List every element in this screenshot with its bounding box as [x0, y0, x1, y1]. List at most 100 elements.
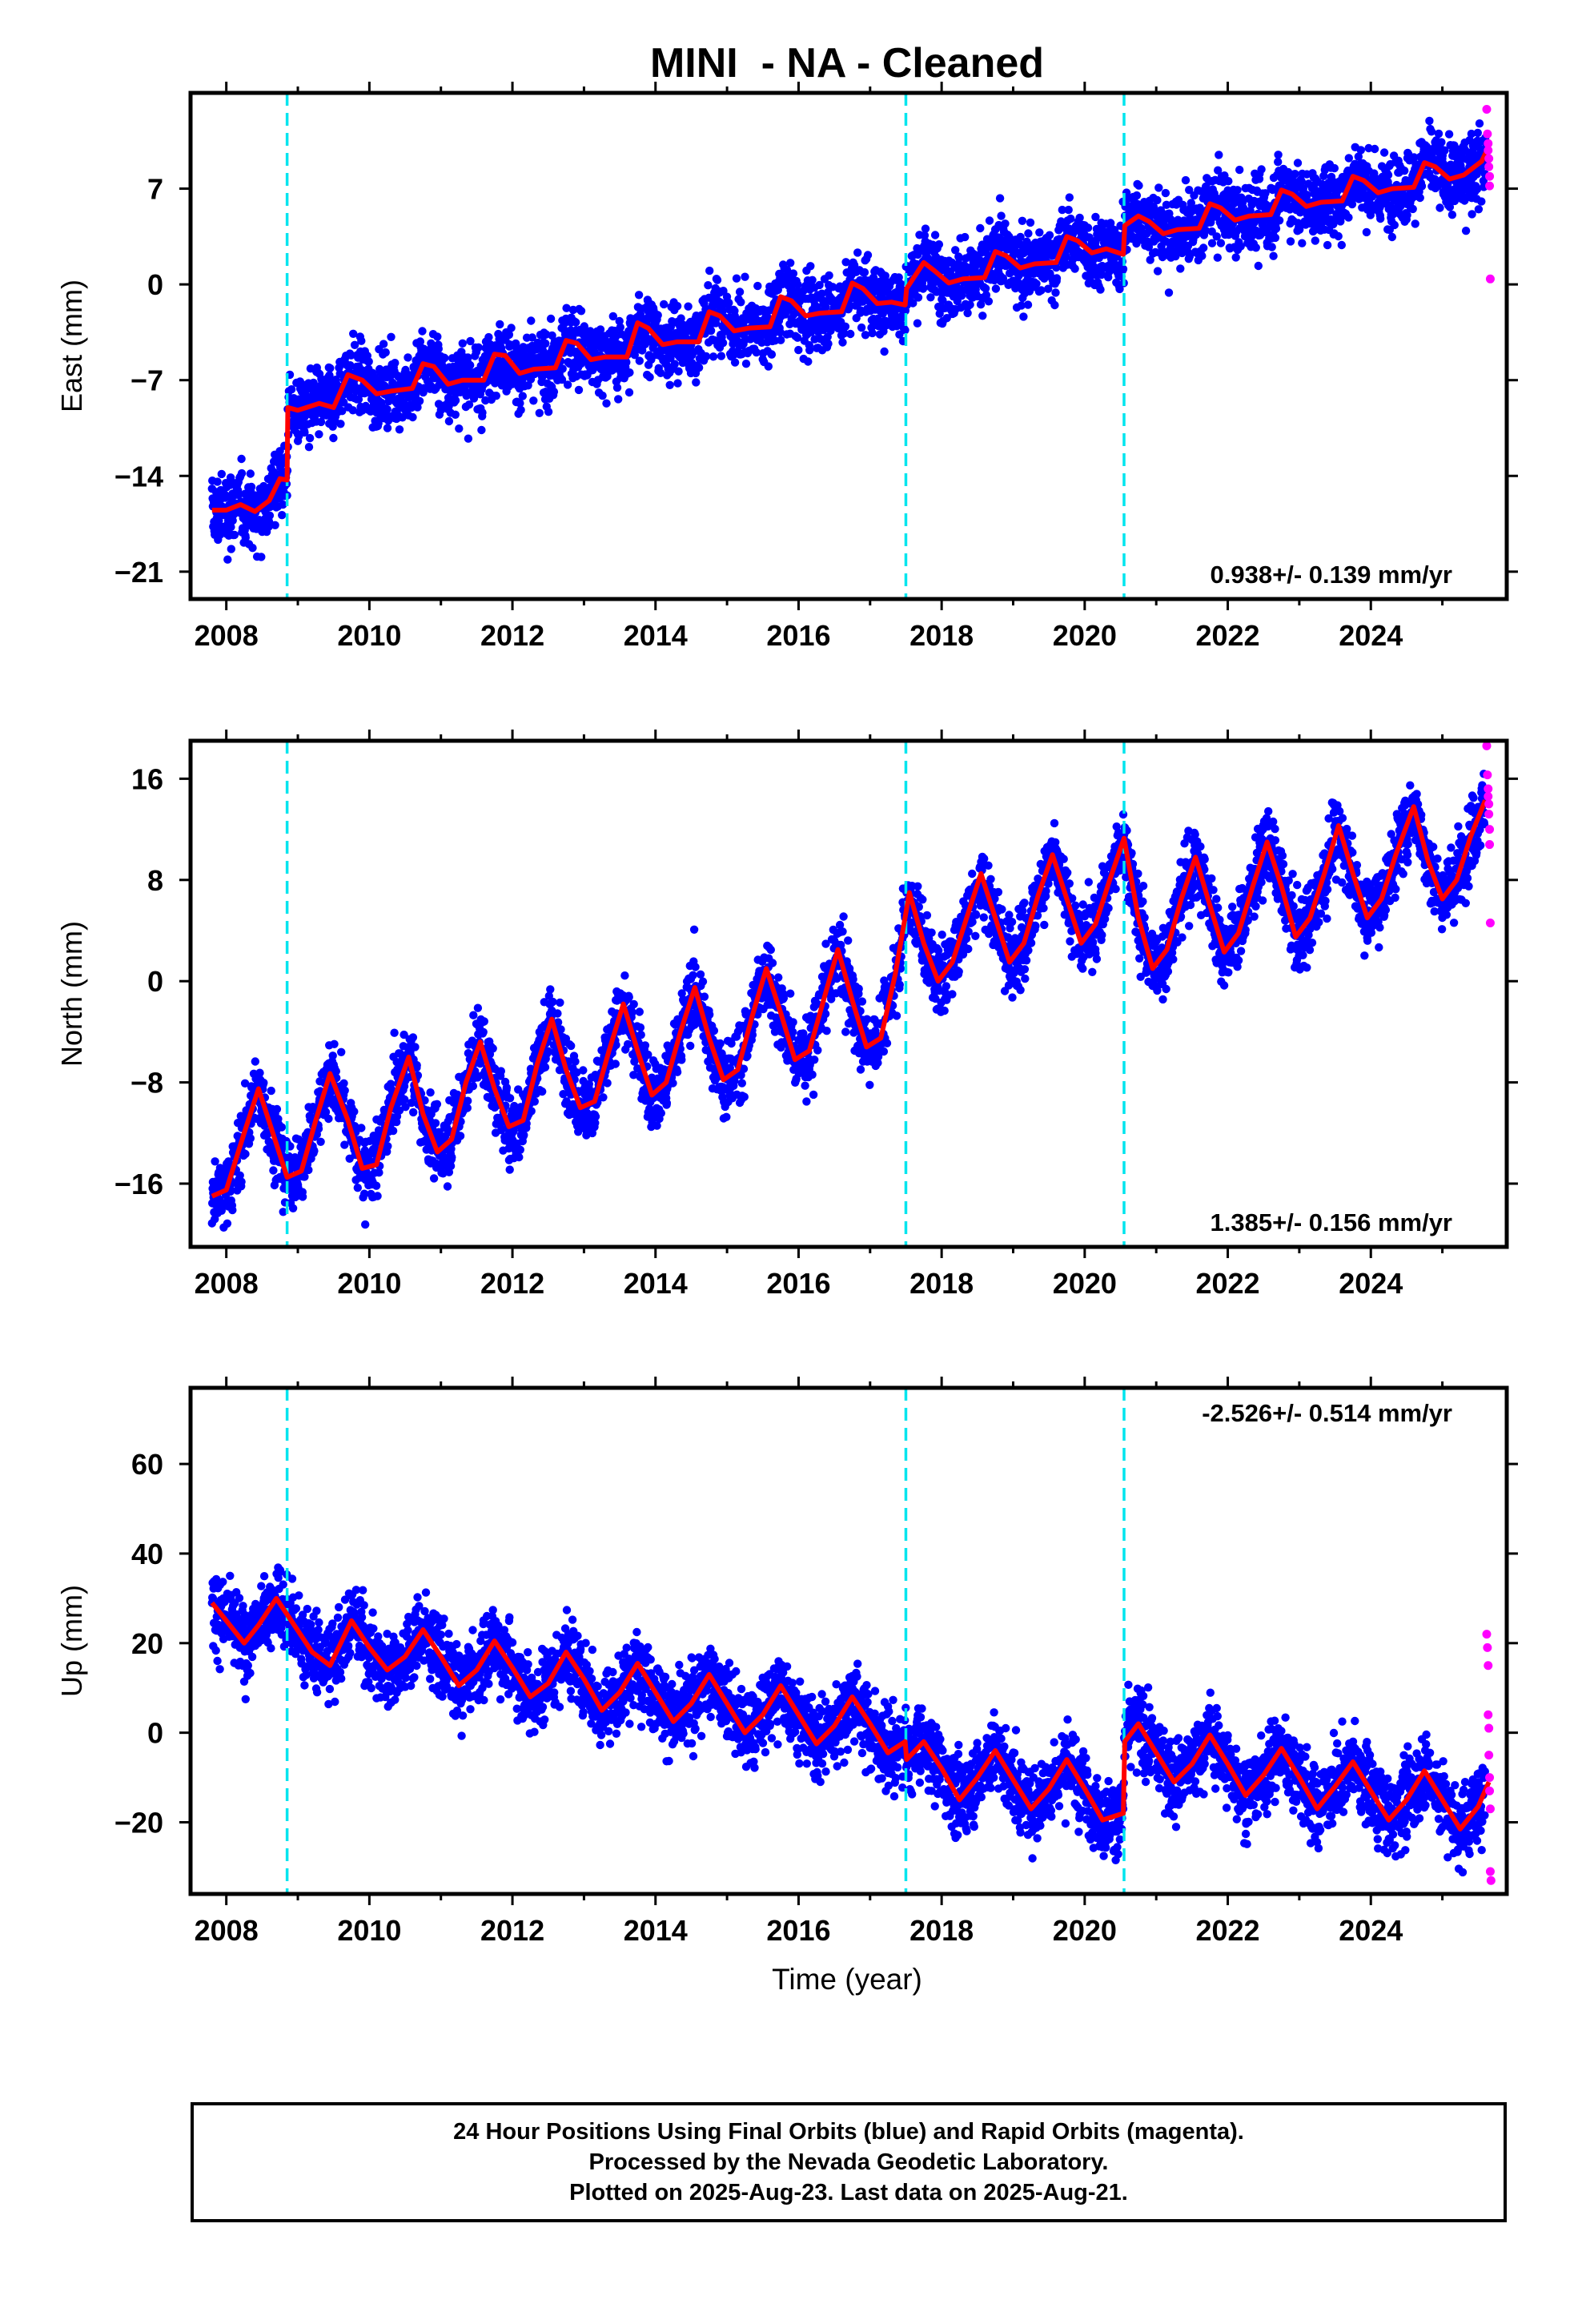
east-y-tick-label: −7: [130, 364, 163, 397]
east-data-point: [985, 216, 994, 225]
east-data-point: [653, 311, 662, 320]
east-data-point: [1065, 193, 1074, 202]
north-data-point: [408, 1033, 418, 1042]
east-frame: [188, 90, 1509, 601]
east-data-point: [918, 284, 928, 293]
east-data-point: [806, 262, 815, 271]
east-data-point: [1298, 239, 1307, 247]
north-panel: 2008 2010 2012 2014 2016 2018 2020 2022 2024−16−…: [55, 730, 1518, 1300]
east-data-point: [735, 287, 745, 296]
east-data-point: [1269, 251, 1278, 260]
north-data-point: [339, 1079, 348, 1088]
east-data-point: [706, 326, 716, 336]
east-data-point: [821, 303, 830, 312]
east-data-point: [823, 332, 832, 341]
east-data-point: [387, 332, 396, 341]
east-data-point: [793, 333, 802, 342]
east-x-tick-label: 2020: [1053, 619, 1117, 652]
north-data-point: [240, 1079, 250, 1088]
east-data-point: [576, 307, 586, 316]
east-data-point: [1291, 170, 1299, 179]
east-data-point: [1251, 243, 1261, 252]
east-data-point: [227, 522, 235, 532]
east-data-point: [1254, 261, 1263, 271]
east-data-point: [730, 358, 740, 367]
east-data-point: [978, 312, 987, 320]
north-data-point: [400, 1030, 408, 1039]
north-data-point: [373, 1192, 382, 1200]
east-data-point: [603, 372, 612, 381]
east-data-point: [616, 323, 624, 332]
east-data-point: [1181, 175, 1191, 185]
north-data-point: [310, 1147, 319, 1156]
north-data-point: [251, 1057, 259, 1066]
east-data-point: [1153, 267, 1162, 275]
east-data-point: [901, 326, 909, 335]
east-data-point: [705, 266, 714, 275]
east-data-point: [920, 231, 930, 240]
east-y-tick-label: −21: [114, 556, 163, 589]
east-data-point: [718, 306, 727, 316]
east-data-point: [684, 302, 693, 311]
north-data-point: [237, 1177, 246, 1186]
east-data-point: [913, 319, 922, 328]
east-data-point: [868, 328, 877, 338]
east-data-point: [634, 291, 644, 300]
east-data-point: [418, 327, 427, 336]
east-data-point: [1091, 212, 1100, 222]
east-data-point: [464, 400, 474, 409]
east-data-point: [995, 194, 1005, 203]
east-plot-area: [207, 93, 1495, 599]
east-data-point: [357, 336, 366, 345]
east-data-point: [1064, 205, 1073, 215]
north-data-point: [401, 1103, 410, 1112]
east-x-tick-label: 2016: [766, 619, 830, 652]
east-data-point: [853, 248, 862, 257]
east-data-point: [350, 340, 359, 349]
east-data-point: [1017, 301, 1026, 310]
east-data-point: [1390, 220, 1399, 230]
east-data-point: [838, 338, 847, 347]
east-data-point: [1201, 226, 1211, 235]
east-data-point: [840, 329, 849, 338]
east-data-point: [665, 380, 674, 389]
east-data-point: [1293, 159, 1303, 167]
north-data-point: [330, 1039, 339, 1049]
east-data-point: [998, 274, 1008, 283]
east-data-point: [1037, 286, 1046, 295]
east-data-point: [535, 408, 544, 417]
east-data-point: [1051, 288, 1060, 297]
east-data-point: [1362, 227, 1371, 237]
east-data-point: [248, 544, 257, 553]
east-data-point: [1171, 251, 1180, 261]
north-data-point: [388, 1126, 398, 1136]
east-data-point: [391, 359, 400, 368]
east-data-point: [860, 267, 869, 277]
east-data-point: [767, 350, 777, 359]
east-data-point: [1323, 240, 1332, 250]
east-data-point: [825, 271, 833, 280]
east-data-point: [1327, 172, 1336, 182]
east-data-point: [458, 339, 467, 348]
east-data-point: [1435, 203, 1444, 212]
north-data-point: [340, 1086, 349, 1096]
east-data-point: [997, 211, 1006, 220]
east-data-point: [602, 399, 611, 408]
east-data-point: [737, 298, 745, 307]
east-data-point: [451, 410, 460, 419]
north-data-point: [223, 1219, 232, 1228]
east-data-point: [415, 396, 424, 405]
east-data-point: [237, 468, 247, 478]
east-data-point: [1410, 153, 1419, 162]
east-rapid-orbit-point: [1484, 162, 1494, 171]
north-data-point: [288, 1204, 298, 1213]
east-data-point: [894, 273, 903, 282]
east-data-point: [786, 259, 795, 267]
east-data-point: [632, 340, 641, 348]
east-data-point: [221, 493, 230, 502]
east-data-point: [794, 345, 803, 355]
east-data-point: [991, 284, 1001, 293]
east-final-orbit-points: [207, 116, 1490, 564]
north-data-point: [395, 1106, 404, 1115]
east-data-point: [1035, 228, 1044, 237]
